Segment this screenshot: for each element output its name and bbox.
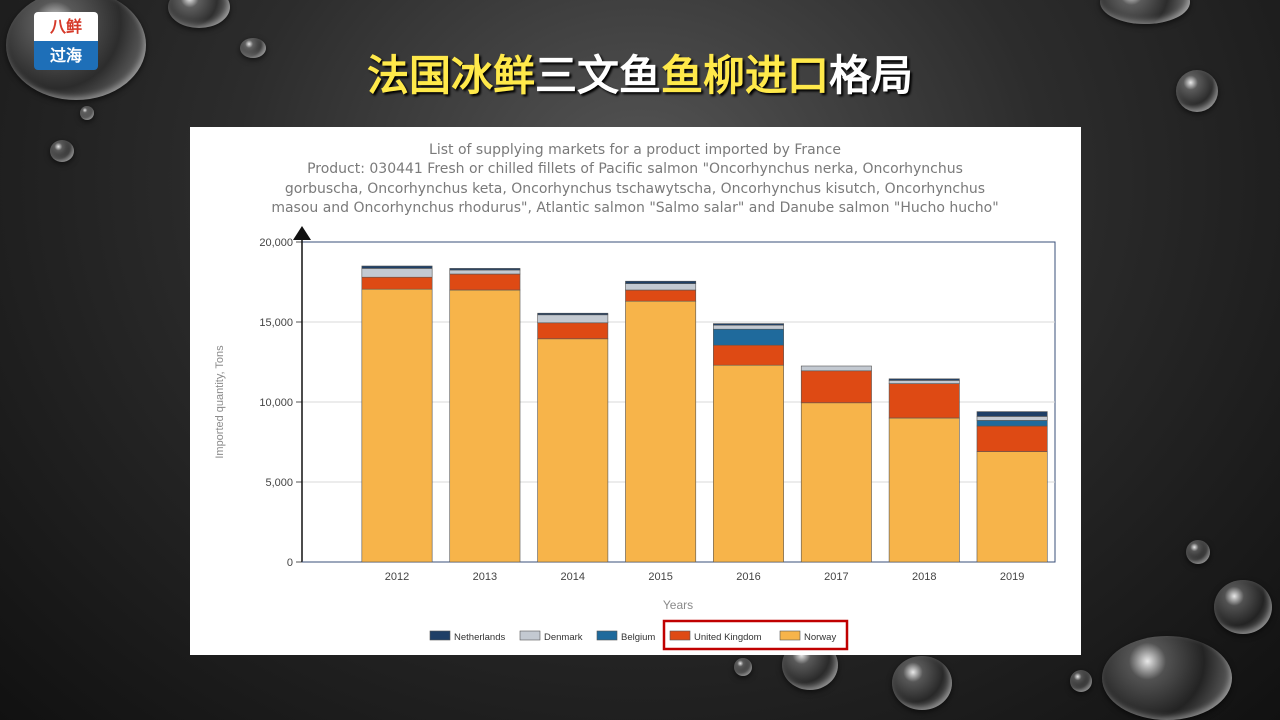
- bar-segment-united-kingdom: [449, 273, 521, 291]
- title-part-3: 鱼柳进口: [661, 51, 830, 100]
- x-tick-label: 2012: [385, 571, 409, 583]
- bar-segment-united-kingdom: [537, 322, 609, 340]
- y-tick-label: 10,000: [259, 397, 293, 409]
- bar-segment-netherlands: [976, 411, 1048, 417]
- bar-segment-denmark: [361, 268, 433, 278]
- bar-segment-denmark: [888, 380, 960, 384]
- bar-segment-norway: [361, 288, 433, 563]
- bar-segment-united-kingdom: [713, 344, 784, 366]
- stacked-bar-chart: List of supplying markets for a product …: [214, 142, 1056, 651]
- legend-label-belgium: Belgium: [621, 632, 655, 643]
- bar-segment-united-kingdom: [361, 276, 433, 290]
- bar-segment-denmark: [625, 283, 697, 291]
- chart-title-line-1: List of supplying markets for a product …: [429, 142, 841, 158]
- bubble-decoration: [734, 658, 752, 676]
- brand-logo: 八鲜 过海: [34, 12, 98, 70]
- x-tick-label: 2016: [736, 571, 760, 583]
- legend-swatch-denmark: [519, 630, 541, 641]
- chart-title-line-4: masou and Oncorhynchus rhodurus", Atlant…: [271, 200, 998, 216]
- title-part-2: 三文鱼: [534, 51, 661, 100]
- chart-panel: List of supplying markets for a product …: [190, 127, 1081, 655]
- bubble-decoration: [1186, 540, 1210, 564]
- legend-swatch-belgium: [596, 630, 618, 641]
- bar-segment-belgium: [713, 328, 784, 346]
- bubble-decoration: [1070, 670, 1092, 692]
- bar-segment-belgium: [976, 420, 1048, 427]
- x-tick-label: 2015: [648, 571, 672, 583]
- x-tick-label: 2017: [824, 571, 848, 583]
- bubble-decoration: [50, 140, 74, 162]
- chart-title-line-3: gorbuscha, Oncorhynchus keta, Oncorhynch…: [285, 181, 985, 197]
- x-tick-label: 2018: [912, 571, 936, 583]
- y-tick-label: 15,000: [259, 317, 293, 329]
- bar-segment-denmark: [537, 314, 609, 324]
- y-tick-label: 0: [287, 557, 293, 569]
- bar-segment-norway: [713, 364, 784, 563]
- bar-segment-netherlands: [625, 280, 697, 284]
- legend-label-norway: Norway: [804, 632, 836, 643]
- legend-swatch-netherlands: [429, 630, 451, 641]
- bar-segment-united-kingdom: [888, 383, 960, 419]
- bar-segment-netherlands: [713, 323, 784, 326]
- bar-segment-netherlands: [888, 378, 960, 381]
- bar-segment-norway: [537, 338, 609, 563]
- y-axis-arrow: [293, 226, 311, 240]
- bar-segment-united-kingdom: [625, 289, 697, 302]
- bar-segment-norway: [976, 451, 1048, 563]
- y-tick-label: 20,000: [259, 237, 293, 249]
- bar-segment-united-kingdom: [976, 425, 1048, 452]
- slide-title: 法国冰鲜三文鱼鱼柳进口格局: [0, 42, 1280, 103]
- bar-segment-netherlands: [537, 312, 609, 316]
- bar-segment-norway: [449, 289, 521, 563]
- legend-label-united-kingdom: United Kingdom: [694, 632, 762, 643]
- bubble-decoration: [240, 38, 266, 58]
- bubble-decoration: [1176, 70, 1218, 112]
- bar-segment-netherlands: [449, 268, 521, 271]
- legend-label-netherlands: Netherlands: [454, 632, 505, 643]
- bar-segment-denmark: [976, 416, 1048, 421]
- chart-title-line-2: Product: 030441 Fresh or chilled fillets…: [307, 161, 963, 177]
- x-tick-label: 2013: [473, 571, 497, 583]
- bar-segment-netherlands: [361, 265, 433, 269]
- logo-top-text: 八鲜: [34, 12, 98, 41]
- bar-segment-denmark: [713, 324, 784, 330]
- bubble-decoration: [1102, 636, 1232, 720]
- legend-swatch-united-kingdom: [669, 630, 691, 641]
- bar-segment-united-kingdom: [800, 370, 872, 404]
- x-tick-label: 2019: [1000, 571, 1024, 583]
- y-tick-label: 5,000: [265, 477, 293, 489]
- bar-segment-denmark: [449, 269, 521, 275]
- logo-bottom-text: 过海: [34, 41, 98, 70]
- bubble-decoration: [892, 656, 952, 710]
- x-tick-label: 2014: [561, 571, 585, 583]
- title-part-4: 格局: [829, 51, 914, 100]
- bubble-decoration: [1214, 580, 1272, 634]
- bar-segment-norway: [888, 417, 960, 563]
- bar-segment-denmark: [800, 365, 872, 372]
- title-part-1: 法国冰鲜: [366, 51, 535, 100]
- legend-highlight-box: [662, 619, 849, 651]
- bubble-decoration: [1100, 0, 1190, 24]
- bar-segment-norway: [800, 402, 872, 563]
- y-axis-label: Imported quantity, Tons: [214, 345, 226, 459]
- x-axis-label: Years: [663, 598, 693, 612]
- legend-swatch-norway: [779, 630, 801, 641]
- bar-segment-norway: [625, 300, 697, 563]
- bubble-decoration: [80, 106, 94, 120]
- bubble-decoration: [168, 0, 230, 28]
- legend-label-denmark: Denmark: [544, 632, 583, 643]
